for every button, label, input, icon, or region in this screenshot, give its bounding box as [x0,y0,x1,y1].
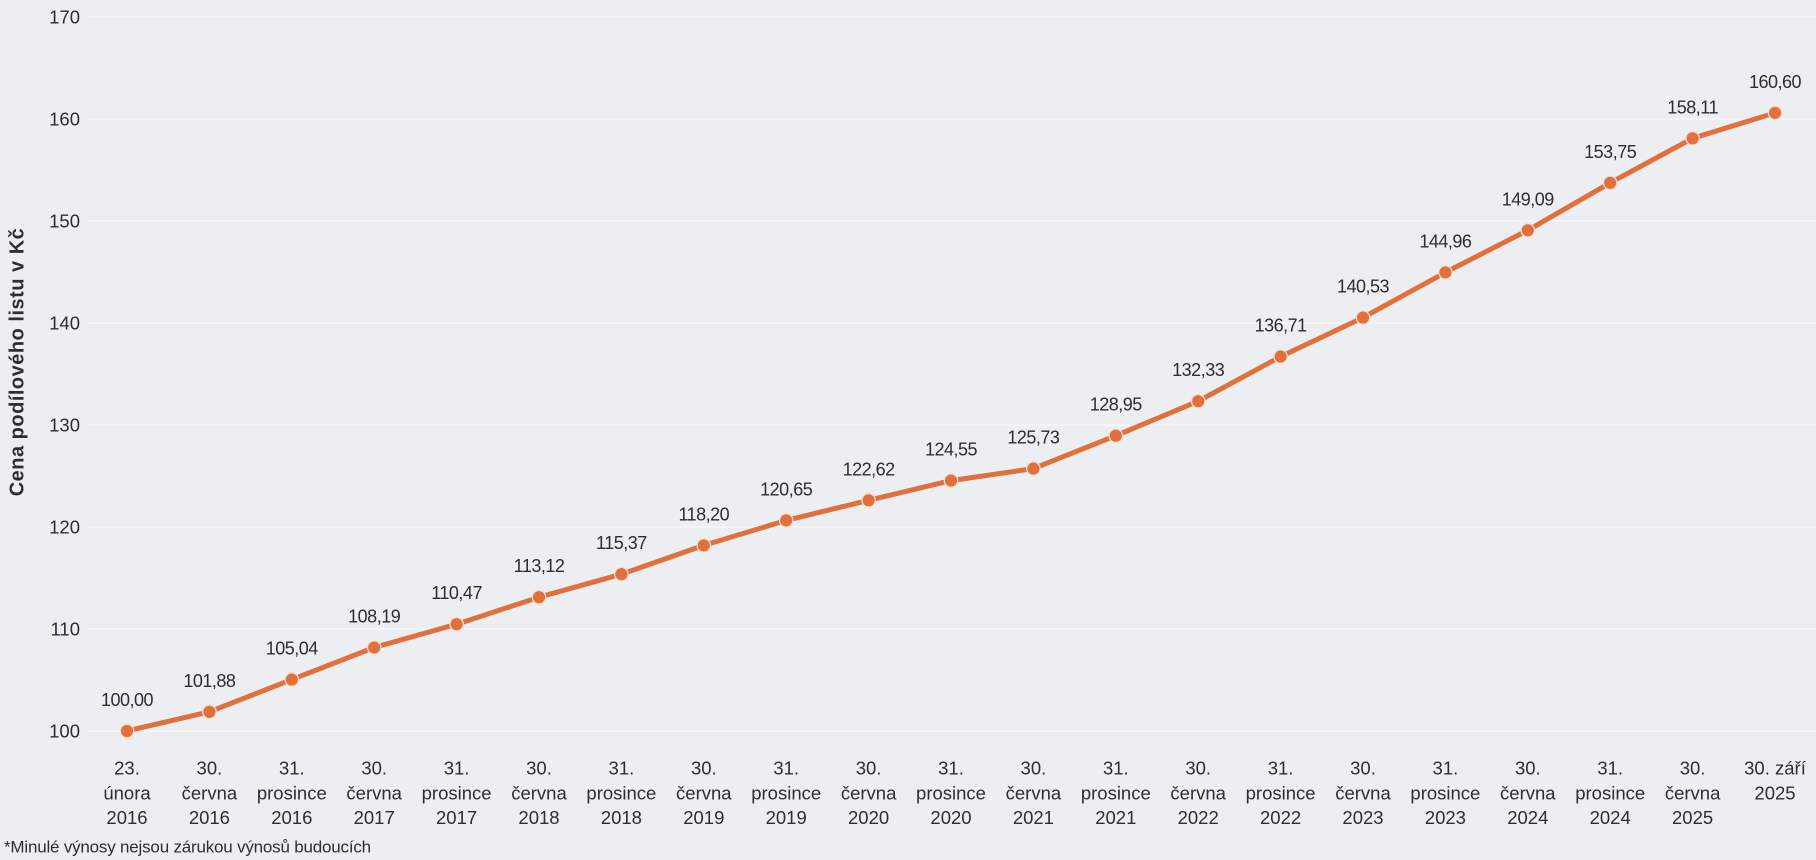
svg-text:110,47: 110,47 [431,583,482,603]
svg-text:2017: 2017 [436,807,477,828]
svg-text:2020: 2020 [930,807,971,828]
svg-text:února: února [103,782,151,803]
svg-text:2021: 2021 [1095,807,1136,828]
svg-text:124,55: 124,55 [925,440,978,460]
svg-text:2017: 2017 [354,807,395,828]
svg-text:2021: 2021 [1013,807,1054,828]
svg-text:června: června [511,782,567,803]
svg-text:června: června [841,782,897,803]
svg-text:30.: 30. [197,758,223,779]
svg-text:101,88: 101,88 [183,671,236,691]
svg-text:června: června [182,782,238,803]
svg-text:160: 160 [49,108,80,129]
svg-text:150: 150 [49,210,80,231]
svg-text:června: června [676,782,732,803]
svg-text:144,96: 144,96 [1419,231,1472,251]
svg-text:*Minulé výnosy nejsou zárukou: *Minulé výnosy nejsou zárukou výnosů bud… [4,838,371,857]
svg-text:31.: 31. [1433,758,1459,779]
svg-text:2022: 2022 [1178,807,1219,828]
svg-text:115,37: 115,37 [596,533,647,553]
svg-text:30.: 30. [856,758,882,779]
svg-text:prosince: prosince [1081,782,1151,803]
svg-text:června: června [1500,782,1556,803]
svg-text:30. září: 30. září [1744,758,1807,779]
svg-text:31.: 31. [609,758,635,779]
svg-text:prosince: prosince [1575,782,1645,803]
svg-text:149,09: 149,09 [1502,189,1555,209]
svg-text:30.: 30. [1021,758,1047,779]
svg-text:2023: 2023 [1342,807,1383,828]
svg-text:125,73: 125,73 [1007,428,1060,448]
svg-text:2024: 2024 [1590,807,1631,828]
svg-text:110: 110 [51,618,81,639]
svg-text:Cena podílového listu v Kč: Cena podílového listu v Kč [7,228,29,497]
svg-text:2025: 2025 [1672,807,1713,828]
svg-text:31.: 31. [1103,758,1129,779]
svg-text:června: června [346,782,402,803]
svg-text:30.: 30. [1680,758,1706,779]
svg-text:června: června [1665,782,1721,803]
svg-text:23.: 23. [114,758,140,779]
svg-text:června: června [1335,782,1391,803]
svg-text:prosince: prosince [916,782,986,803]
svg-text:108,19: 108,19 [348,607,401,627]
svg-text:100: 100 [49,720,80,741]
svg-text:31.: 31. [1268,758,1294,779]
svg-text:června: června [1006,782,1062,803]
svg-text:160,60: 160,60 [1749,72,1802,92]
svg-text:120: 120 [49,516,80,537]
svg-text:2020: 2020 [848,807,889,828]
svg-text:128,95: 128,95 [1090,395,1143,415]
svg-text:31.: 31. [773,758,799,779]
svg-text:30.: 30. [1515,758,1541,779]
svg-text:113,12: 113,12 [514,556,565,576]
svg-text:2023: 2023 [1425,807,1466,828]
svg-text:122,62: 122,62 [843,459,896,479]
svg-text:118,20: 118,20 [678,504,729,524]
svg-text:140,53: 140,53 [1337,277,1390,297]
svg-text:2022: 2022 [1260,807,1301,828]
svg-text:153,75: 153,75 [1584,142,1637,162]
svg-text:2019: 2019 [766,807,807,828]
svg-text:31.: 31. [1597,758,1623,779]
svg-text:30.: 30. [1185,758,1211,779]
svg-text:120,65: 120,65 [760,479,813,499]
svg-text:31.: 31. [444,758,470,779]
svg-text:30.: 30. [1350,758,1376,779]
svg-text:června: června [1170,782,1226,803]
svg-text:100,00: 100,00 [101,690,154,710]
svg-text:2016: 2016 [106,807,147,828]
svg-text:140: 140 [49,312,80,333]
svg-text:2019: 2019 [683,807,724,828]
svg-text:2024: 2024 [1507,807,1548,828]
svg-text:30.: 30. [361,758,387,779]
svg-text:prosince: prosince [586,782,656,803]
svg-text:2016: 2016 [271,807,312,828]
svg-text:prosince: prosince [1410,782,1480,803]
svg-text:170: 170 [49,6,80,27]
svg-text:2018: 2018 [601,807,642,828]
svg-text:31.: 31. [938,758,964,779]
svg-text:30.: 30. [691,758,717,779]
svg-text:30.: 30. [526,758,552,779]
svg-text:130: 130 [49,414,80,435]
svg-text:2018: 2018 [518,807,559,828]
svg-text:prosince: prosince [257,782,327,803]
svg-text:136,71: 136,71 [1255,316,1308,336]
svg-text:prosince: prosince [422,782,492,803]
svg-text:158,11: 158,11 [1667,97,1718,117]
svg-text:132,33: 132,33 [1172,360,1225,380]
svg-text:prosince: prosince [1246,782,1316,803]
svg-text:105,04: 105,04 [266,639,319,659]
svg-text:2016: 2016 [189,807,230,828]
svg-text:2025: 2025 [1754,782,1795,803]
svg-text:31.: 31. [279,758,305,779]
svg-text:prosince: prosince [751,782,821,803]
